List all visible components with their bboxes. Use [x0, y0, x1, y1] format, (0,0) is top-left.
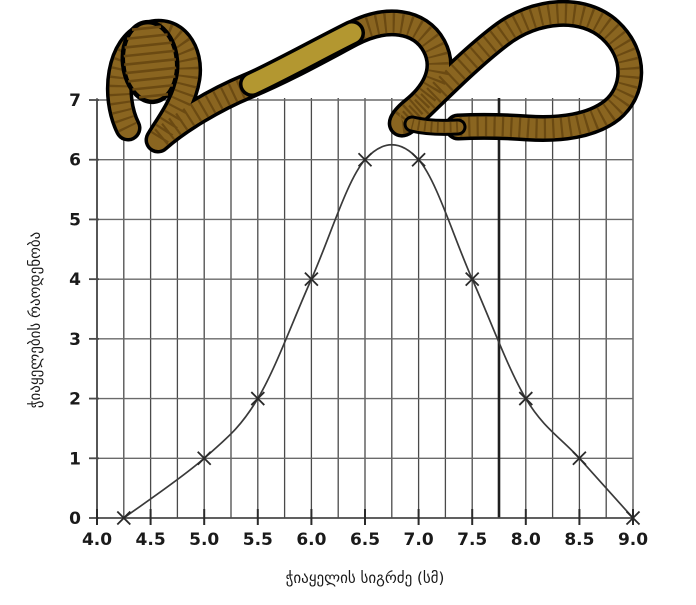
data-point-markers — [116, 152, 641, 526]
y-tick-label: 2 — [69, 390, 81, 410]
data-point-marker — [116, 510, 131, 526]
data-point-marker — [625, 510, 641, 526]
x-axis-title: ჭიაყელის სიგრძე (სმ) — [286, 569, 445, 587]
grid-minor-vertical-lines — [96, 98, 634, 518]
x-tick-label: 9.0 — [618, 530, 648, 550]
data-curve — [123, 144, 634, 519]
data-point-marker — [304, 272, 319, 287]
worm-head-segments — [123, 25, 177, 99]
x-tick-label: 7.0 — [404, 530, 434, 550]
marker-stroke-b — [197, 451, 212, 466]
x-tick-label: 5.5 — [243, 530, 273, 550]
y-tick-label: 6 — [69, 151, 81, 171]
y-axis-title: ჭიაყელების რაოდენობა — [26, 232, 44, 409]
x-tick-label: 6.0 — [296, 530, 326, 550]
worm-head-rib — [125, 66, 177, 75]
x-tick-label: 8.0 — [511, 530, 541, 550]
worm-head-rib — [132, 83, 174, 91]
x-axis-tick-labels: 4.0 4.5 5.0 5.5 6.0 6.5 7.0 7.5 8.0 8.5 9.0 — [82, 530, 648, 550]
marker-stroke-b — [518, 391, 533, 406]
y-tick-label: 7 — [69, 91, 81, 111]
x-tick-label: 7.5 — [457, 530, 487, 550]
data-point-marker — [465, 272, 480, 287]
x-tick-label: 5.0 — [189, 530, 219, 550]
y-axis-tick-marks — [89, 99, 99, 519]
x-tick-label: 4.0 — [82, 530, 112, 550]
y-tick-label: 1 — [69, 449, 81, 469]
worm-head-rib — [124, 57, 176, 67]
data-point-marker — [197, 451, 212, 466]
data-point-marker — [250, 391, 265, 406]
marker-stroke-b — [116, 510, 131, 526]
worm-head-rib — [138, 93, 169, 99]
y-tick-label: 4 — [69, 270, 81, 290]
y-tick-label: 3 — [69, 330, 81, 350]
worm-head-rib — [128, 75, 176, 83]
x-tick-label: 8.5 — [564, 530, 594, 550]
x-tick-label: 4.5 — [136, 530, 166, 550]
data-point-marker — [572, 451, 587, 466]
y-axis-tick-labels: 0 1 2 3 4 5 6 7 — [69, 91, 81, 529]
data-point-marker — [357, 152, 373, 167]
marker-stroke-b — [572, 451, 587, 466]
marker-stroke-b — [465, 272, 480, 287]
worm-head-rib — [124, 41, 172, 49]
x-tick-label: 6.5 — [350, 530, 380, 550]
marker-stroke-b — [625, 510, 641, 526]
marker-stroke-b — [304, 272, 319, 287]
worm-head-rib — [126, 33, 168, 41]
worm-head-rib — [131, 25, 162, 31]
y-tick-label: 5 — [69, 210, 81, 230]
data-point-marker — [518, 391, 533, 406]
y-tick-label: 0 — [69, 509, 81, 529]
earthworm-illustration — [105, 0, 644, 154]
worm-head-rib — [123, 49, 175, 58]
data-point-marker — [411, 152, 426, 167]
marker-stroke-b — [250, 391, 265, 406]
marker-stroke-b — [357, 152, 373, 167]
marker-stroke-b — [411, 152, 426, 167]
